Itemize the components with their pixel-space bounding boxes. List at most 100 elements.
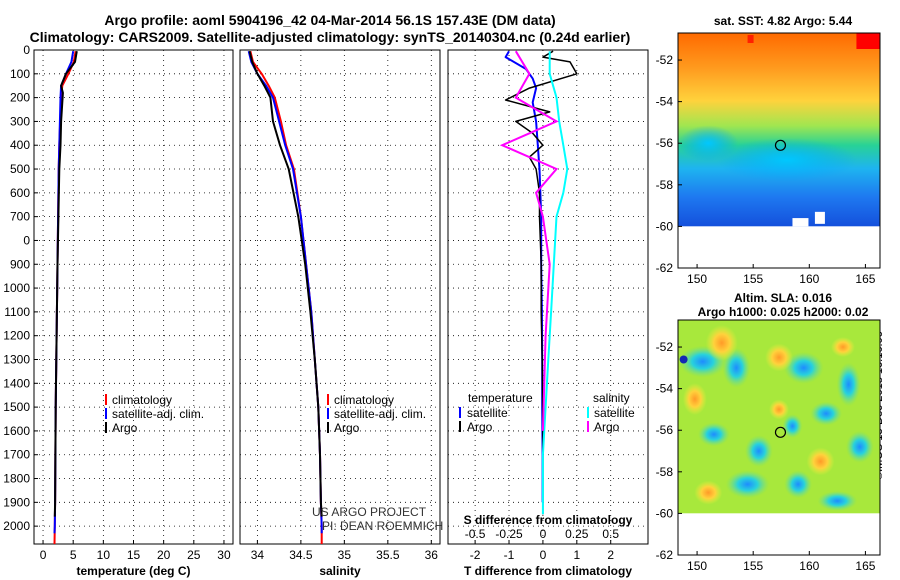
sla-high-eddy bbox=[806, 447, 835, 476]
y-tick-label: 1400 bbox=[3, 376, 30, 390]
sla-low-eddy bbox=[810, 401, 843, 426]
sla-deep-low bbox=[679, 355, 688, 364]
plot-frame bbox=[447, 49, 649, 545]
x-tick-label: 1 bbox=[573, 548, 580, 562]
sla-low-eddy bbox=[817, 490, 858, 511]
sst-warm-patch bbox=[856, 33, 880, 49]
sla-low-eddy bbox=[836, 362, 861, 407]
x-tick-label: 25 bbox=[187, 548, 201, 562]
y-tick-label: 500 bbox=[10, 162, 30, 176]
x-tick-label: 15 bbox=[127, 548, 141, 562]
map-y-tick-label: -58 bbox=[656, 465, 674, 479]
legend-label: satellite bbox=[594, 406, 635, 420]
sal-argo-line bbox=[248, 50, 323, 517]
y-tick-label: 1100 bbox=[4, 305, 30, 319]
s-axis-label: S difference from climatology bbox=[464, 513, 633, 527]
sst-cloud-gap bbox=[814, 211, 825, 224]
tdiff-argo-line bbox=[504, 50, 578, 515]
main-title-line1: Argo profile: aoml 5904196_42 04-Mar-201… bbox=[104, 12, 556, 28]
argo-location-marker bbox=[774, 139, 787, 151]
sal-satellite-line bbox=[247, 50, 323, 534]
y-tick-label: 100 bbox=[10, 67, 30, 81]
sst-cold-patch bbox=[678, 125, 739, 162]
sla-high-eddy bbox=[705, 324, 738, 361]
map-x-tick-label: 165 bbox=[855, 272, 875, 286]
y-tick-label: 1900 bbox=[3, 495, 30, 509]
y-tick-label: 2000 bbox=[3, 519, 30, 533]
legend-label: Argo bbox=[467, 420, 493, 434]
s-tick-label: 0.25 bbox=[565, 527, 589, 541]
sst-frame bbox=[677, 32, 881, 269]
sst-field bbox=[678, 33, 880, 227]
argo-location-marker bbox=[774, 426, 787, 438]
x-tick-label: 30 bbox=[217, 548, 231, 562]
map-x-tick-label: 150 bbox=[687, 272, 707, 286]
sst-cold-patch bbox=[716, 137, 857, 182]
x-tick-label: 0 bbox=[40, 548, 47, 562]
map-x-tick-label: 155 bbox=[743, 272, 763, 286]
main-title-line2: Climatology: CARS2009. Satellite-adjuste… bbox=[29, 29, 631, 45]
sla-low-eddy bbox=[744, 435, 773, 468]
y-tick-label: 1800 bbox=[3, 472, 30, 486]
map-y-tick-label: -56 bbox=[656, 423, 674, 437]
x-tick-label: 2 bbox=[607, 548, 614, 562]
y-tick-label: 200 bbox=[10, 91, 30, 105]
legend-label: climatology bbox=[112, 393, 172, 407]
map-x-tick-label: 160 bbox=[799, 559, 819, 573]
sla-low-eddy bbox=[697, 422, 730, 447]
y-tick-label: 600 bbox=[10, 186, 30, 200]
y-tick-label: 300 bbox=[10, 114, 30, 128]
sla-map-title-line2: Argo h1000: 0.025 h2000: 0.02 bbox=[697, 305, 869, 319]
map-x-tick-label: 160 bbox=[799, 272, 819, 286]
map-y-tick-label: -54 bbox=[656, 382, 674, 396]
s-tick-label: -0.5 bbox=[465, 527, 486, 541]
map-x-tick-label: 165 bbox=[855, 559, 875, 573]
y-tick-label: 0 bbox=[23, 233, 30, 247]
x-tick-label: 36 bbox=[425, 548, 439, 562]
legend-label: satellite-adj. clim. bbox=[334, 407, 426, 421]
sla-low-eddy bbox=[725, 470, 770, 499]
temp-argo-line bbox=[53, 51, 78, 517]
x-tick-label: -1 bbox=[504, 548, 515, 562]
profile-panel-2: -2 -1 0 1 2 T difference from climatology S di… bbox=[447, 49, 649, 578]
sdiff-satellite-line bbox=[541, 51, 569, 515]
sst-warm-patch bbox=[747, 35, 754, 43]
sla-low-eddy bbox=[784, 470, 813, 499]
legend-header-temp: temperature bbox=[468, 391, 533, 405]
legend-label: climatology bbox=[334, 393, 394, 407]
map-y-tick-label: -62 bbox=[656, 548, 674, 562]
sla-low-eddy bbox=[782, 414, 803, 439]
profile-panel-1: 34 34.5 35 35.5 36 salinity climatologysatelli… bbox=[239, 49, 443, 578]
y-tick-label: 1500 bbox=[3, 400, 30, 414]
sst-map: 150 155 160 165 -52 -54 -56 -58 -60 -62 bbox=[656, 32, 881, 286]
s-tick-label: -0.25 bbox=[495, 527, 523, 541]
legend-label: Argo bbox=[334, 421, 360, 435]
sst-map-title: sat. SST: 4.82 Argo: 5.44 bbox=[713, 14, 853, 28]
x-tick-label: 35 bbox=[338, 548, 352, 562]
legend-label: Argo bbox=[594, 420, 620, 434]
x-tick-label: -2 bbox=[470, 548, 481, 562]
x-axis-label: salinity bbox=[319, 564, 361, 578]
profile-panel-0: 0 5 10 15 20 25 30 temperature (deg C) 0 100 200 30… bbox=[3, 43, 234, 578]
s-tick-label: 0 bbox=[540, 527, 547, 541]
y-tick-label: 1000 bbox=[3, 281, 30, 295]
map-y-tick-label: -52 bbox=[656, 340, 674, 354]
x-tick-label: 35.5 bbox=[376, 548, 400, 562]
sal-climatology-line bbox=[249, 50, 323, 544]
sst-cloud-gap bbox=[792, 218, 809, 227]
x-tick-label: 10 bbox=[97, 548, 111, 562]
map-y-tick-label: -58 bbox=[656, 178, 674, 192]
sla-frame bbox=[677, 319, 881, 556]
y-tick-label: 1700 bbox=[3, 448, 30, 462]
sla-field bbox=[678, 320, 880, 514]
x-tick-label: 20 bbox=[157, 548, 171, 562]
sla-map-title-line1: Altim. SLA: 0.016 bbox=[733, 291, 833, 305]
plot-frame bbox=[33, 49, 234, 545]
y-tick-label: 700 bbox=[10, 210, 30, 224]
map-x-tick-label: 155 bbox=[743, 559, 763, 573]
map-y-tick-label: -62 bbox=[656, 261, 674, 275]
x-tick-label: 5 bbox=[70, 548, 77, 562]
y-tick-label: 400 bbox=[10, 138, 30, 152]
